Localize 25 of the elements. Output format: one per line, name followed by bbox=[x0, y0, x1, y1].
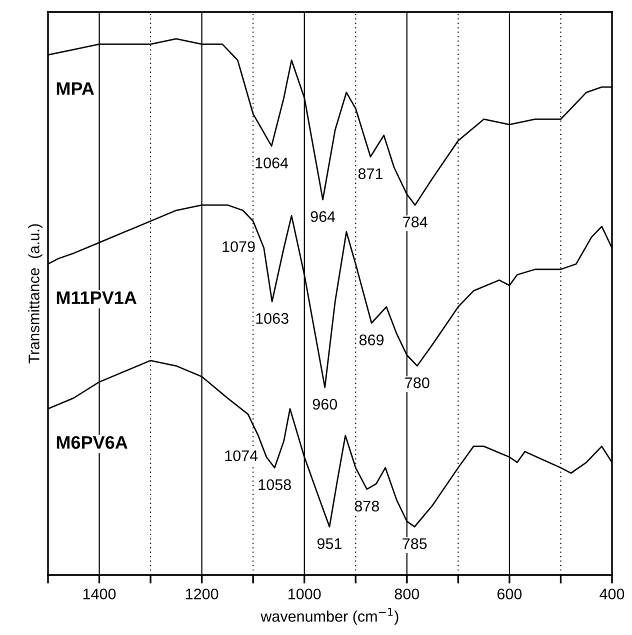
annotation: 1074 bbox=[225, 450, 258, 462]
series-label: M11PV1A bbox=[56, 291, 137, 304]
annotation: 1063 bbox=[256, 313, 288, 324]
annotation: 1064 bbox=[256, 158, 288, 168]
annotation: 785 bbox=[402, 538, 427, 550]
x-tick-label: 1200 bbox=[186, 588, 218, 600]
annotation: 784 bbox=[403, 216, 428, 228]
annotation: 869 bbox=[359, 334, 384, 346]
y-axis-title: Transmittance (a.u.) bbox=[28, 224, 42, 364]
annotation: 780 bbox=[405, 377, 430, 388]
annotation: 951 bbox=[317, 538, 342, 550]
annotation: 1079 bbox=[222, 241, 255, 252]
x-tick-label: 600 bbox=[497, 588, 522, 600]
series-label: MPA bbox=[56, 82, 94, 95]
annotation: 1058 bbox=[258, 479, 291, 490]
x-axis-title: wavenumber (cm$^{−1}$) bbox=[260, 608, 398, 625]
x-tick-label: 1400 bbox=[83, 588, 116, 600]
x-tick-label: 1000 bbox=[288, 588, 321, 600]
series-label: M6PV6A bbox=[56, 436, 128, 449]
annotation: 871 bbox=[358, 168, 383, 180]
annotation: 878 bbox=[354, 500, 379, 512]
annotation: 964 bbox=[310, 211, 336, 222]
x-tick-label: 400 bbox=[600, 588, 624, 600]
x-tick-label: 800 bbox=[394, 588, 420, 600]
annotation: 960 bbox=[312, 398, 338, 410]
